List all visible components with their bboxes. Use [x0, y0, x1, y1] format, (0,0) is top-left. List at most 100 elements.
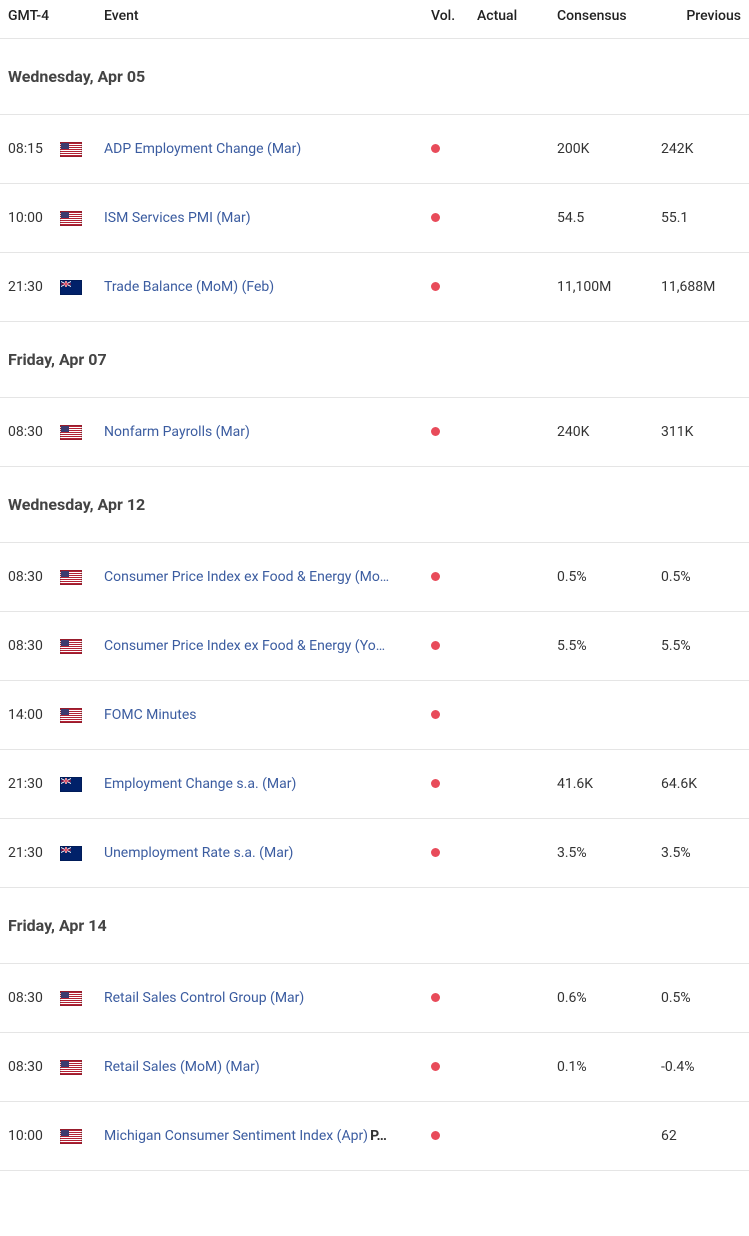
country-flag — [60, 991, 104, 1006]
previous-value: 62 — [661, 1128, 741, 1144]
event-name-text[interactable]: Retail Sales (MoM) (Mar) — [104, 1059, 260, 1075]
event-name[interactable]: Michigan Consumer Sentiment Index (Apr)P… — [104, 1128, 431, 1144]
event-name-text[interactable]: Retail Sales Control Group (Mar) — [104, 990, 304, 1006]
header-event: Event — [104, 8, 431, 24]
country-flag — [60, 1129, 104, 1144]
table-row[interactable]: 08:15 ADP Employment Change (Mar) 200K242K — [0, 115, 749, 184]
event-name-text[interactable]: Consumer Price Index ex Food & Energy (Y… — [104, 638, 385, 654]
event-name[interactable]: ADP Employment Change (Mar) — [104, 141, 431, 157]
event-name-text[interactable]: ADP Employment Change (Mar) — [104, 141, 301, 157]
volatility-dot-icon — [431, 1131, 440, 1140]
consensus-value: 200K — [557, 141, 661, 157]
volatility-dot-icon — [431, 144, 440, 153]
volatility — [431, 279, 477, 295]
volatility — [431, 141, 477, 157]
consensus-value: 54.5 — [557, 210, 661, 226]
volatility-dot-icon — [431, 213, 440, 222]
consensus-value: 11,100M — [557, 279, 661, 295]
table-row[interactable]: 14:00FOMC Minutes — [0, 681, 749, 750]
volatility — [431, 569, 477, 585]
us-flag-icon — [60, 991, 82, 1006]
previous-value: 0.5% — [661, 569, 741, 585]
table-row[interactable]: 21:30 Trade Balance (MoM) (Feb) 11,100M11,… — [0, 253, 749, 322]
volatility-dot-icon — [431, 710, 440, 719]
volatility — [431, 776, 477, 792]
volatility-dot-icon — [431, 993, 440, 1002]
volatility-dot-icon — [431, 282, 440, 291]
us-flag-icon — [60, 1060, 82, 1075]
event-name-text[interactable]: Michigan Consumer Sentiment Index (Apr) — [104, 1128, 368, 1144]
event-name[interactable]: Nonfarm Payrolls (Mar) — [104, 424, 431, 440]
event-name-text[interactable]: ISM Services PMI (Mar) — [104, 210, 251, 226]
table-row[interactable]: 08:30Consumer Price Index ex Food & Ener… — [0, 543, 749, 612]
country-flag — [60, 211, 104, 226]
event-name[interactable]: Retail Sales Control Group (Mar) — [104, 990, 431, 1006]
volatility-dot-icon — [431, 848, 440, 857]
table-row[interactable]: 08:30Nonfarm Payrolls (Mar)240K311K — [0, 398, 749, 467]
event-name[interactable]: Consumer Price Index ex Food & Energy (M… — [104, 569, 431, 585]
event-name[interactable]: Trade Balance (MoM) (Feb) — [104, 279, 431, 295]
previous-value: 3.5% — [661, 845, 741, 861]
previous-value: -0.4% — [661, 1059, 741, 1075]
event-name-text[interactable]: Nonfarm Payrolls (Mar) — [104, 424, 250, 440]
table-row[interactable]: 08:30 Consumer Price Index ex Food & Ener… — [0, 612, 749, 681]
consensus-value: 0.6% — [557, 990, 661, 1006]
economic-calendar: GMT-4 Event Vol. Actual Consensus Previo… — [0, 0, 749, 1171]
event-time: 08:30 — [8, 1059, 60, 1075]
volatility-dot-icon — [431, 427, 440, 436]
previous-value: 55.1 — [661, 210, 741, 226]
us-flag-icon — [60, 142, 82, 157]
event-time: 08:30 — [8, 638, 60, 654]
event-time: 10:00 — [8, 1128, 60, 1144]
consensus-value: 0.5% — [557, 569, 661, 585]
volatility — [431, 990, 477, 1006]
event-time: 21:30 — [8, 776, 60, 792]
table-row[interactable]: 21:30 Employment Change s.a. (Mar) 41.6K64… — [0, 750, 749, 819]
previous-value: 64.6K — [661, 776, 741, 792]
event-name[interactable]: ISM Services PMI (Mar) — [104, 210, 431, 226]
volatility — [431, 1059, 477, 1075]
us-flag-icon — [60, 570, 82, 585]
event-name[interactable]: Consumer Price Index ex Food & Energy (Y… — [104, 638, 431, 654]
table-row[interactable]: 21:30Unemployment Rate s.a. (Mar)3.5%3.5… — [0, 819, 749, 888]
event-time: 21:30 — [8, 845, 60, 861]
event-name[interactable]: Unemployment Rate s.a. (Mar) — [104, 845, 431, 861]
event-name-text[interactable]: Unemployment Rate s.a. (Mar) — [104, 845, 293, 861]
country-flag — [60, 280, 104, 295]
event-suffix: P… — [370, 1128, 387, 1144]
date-header: Wednesday, Apr 12 — [0, 467, 749, 543]
previous-value: 11,688M — [661, 279, 741, 295]
table-row[interactable]: 10:00 Michigan Consumer Sentiment Index (… — [0, 1102, 749, 1171]
country-flag — [60, 142, 104, 157]
event-name[interactable]: FOMC Minutes — [104, 707, 431, 723]
table-row[interactable]: 08:30 Retail Sales Control Group (Mar) 0.6… — [0, 964, 749, 1033]
consensus-value: 240K — [557, 424, 661, 440]
us-flag-icon — [60, 211, 82, 226]
event-name-text[interactable]: Consumer Price Index ex Food & Energy (M… — [104, 569, 389, 585]
header-flag — [60, 8, 104, 24]
date-header: Friday, Apr 14 — [0, 888, 749, 964]
event-time: 08:30 — [8, 990, 60, 1006]
event-name-text[interactable]: Trade Balance (MoM) (Feb) — [104, 279, 274, 295]
us-flag-icon — [60, 1129, 82, 1144]
event-name-text[interactable]: FOMC Minutes — [104, 707, 196, 723]
au-flag-icon — [60, 280, 82, 295]
country-flag — [60, 708, 104, 723]
volatility — [431, 210, 477, 226]
volatility-dot-icon — [431, 572, 440, 581]
us-flag-icon — [60, 639, 82, 654]
event-time: 21:30 — [8, 279, 60, 295]
event-name[interactable]: Retail Sales (MoM) (Mar) — [104, 1059, 431, 1075]
table-row[interactable]: 10:00ISM Services PMI (Mar)54.555.1 — [0, 184, 749, 253]
volatility-dot-icon — [431, 779, 440, 788]
country-flag — [60, 1060, 104, 1075]
consensus-value: 5.5% — [557, 638, 661, 654]
previous-value: 242K — [661, 141, 741, 157]
table-row[interactable]: 08:30Retail Sales (MoM) (Mar)0.1%-0.4% — [0, 1033, 749, 1102]
date-header: Friday, Apr 07 — [0, 322, 749, 398]
event-name-text[interactable]: Employment Change s.a. (Mar) — [104, 776, 296, 792]
volatility — [431, 707, 477, 723]
event-name[interactable]: Employment Change s.a. (Mar) — [104, 776, 431, 792]
consensus-value: 41.6K — [557, 776, 661, 792]
event-time: 08:15 — [8, 141, 60, 157]
